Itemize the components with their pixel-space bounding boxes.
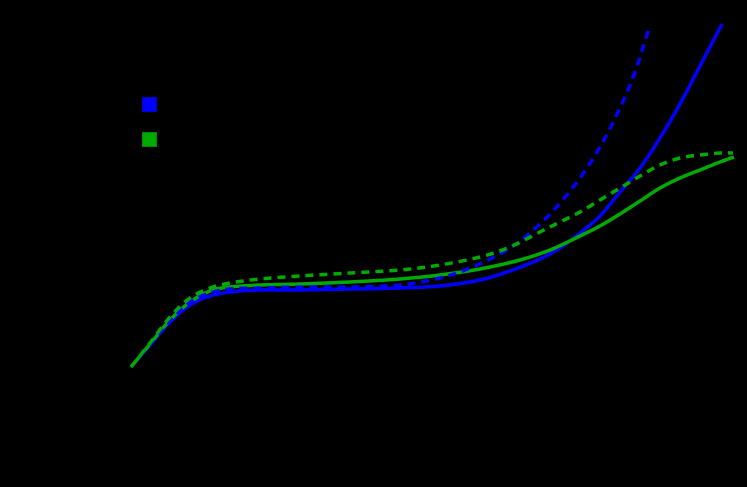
series-line-blue-dashed <box>129 24 652 369</box>
series-layer <box>129 23 735 369</box>
legend-swatch-green <box>142 132 157 147</box>
series-line-green-dashed <box>129 151 734 369</box>
legend-swatch-blue <box>142 97 157 112</box>
series-line-blue-solid <box>129 23 724 369</box>
